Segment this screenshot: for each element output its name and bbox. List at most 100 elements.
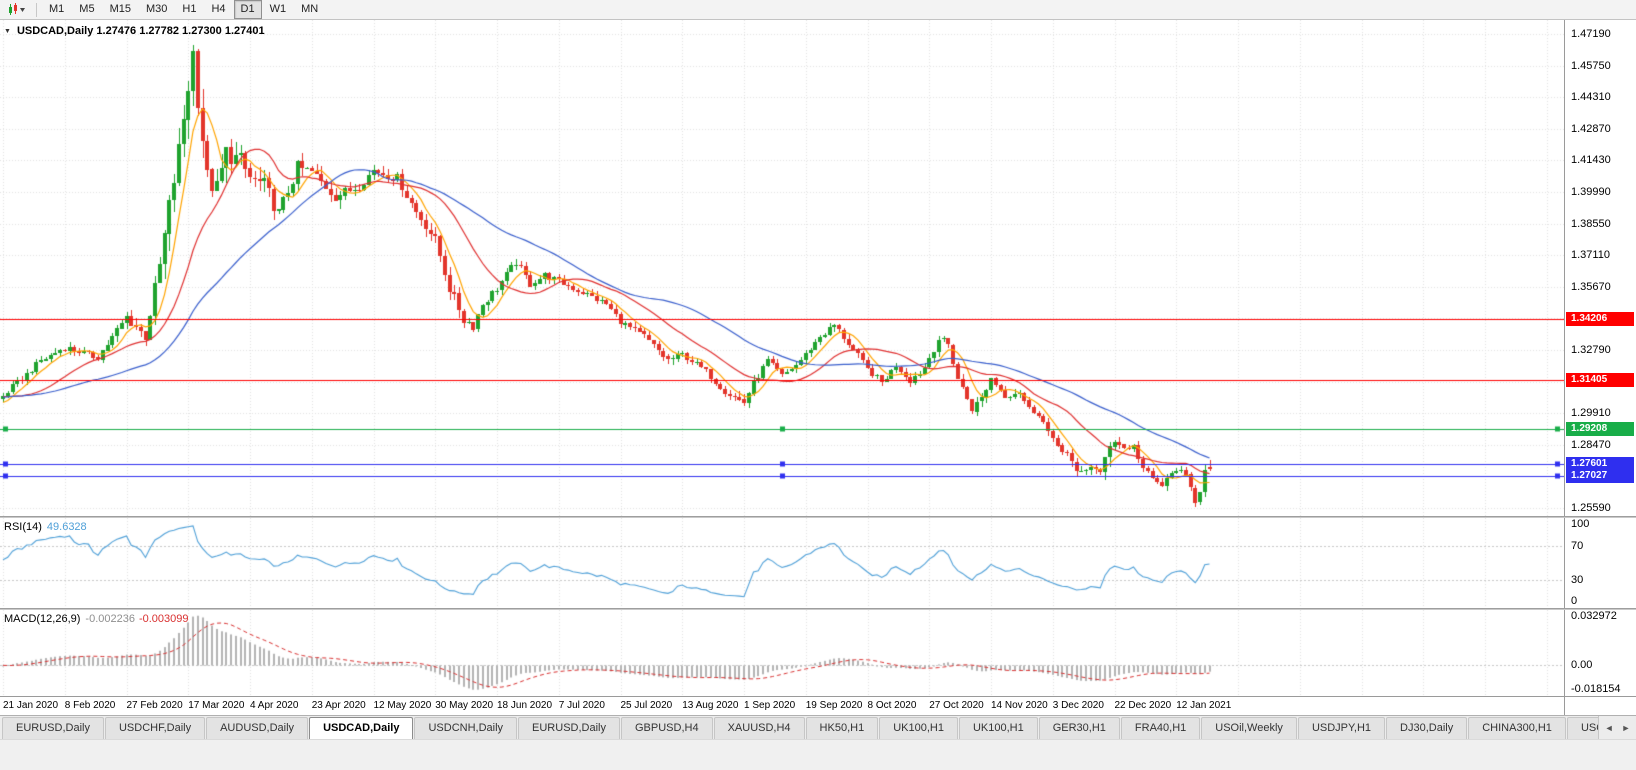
macd-chart-canvas[interactable] [0,610,1564,696]
time-axis[interactable]: 21 Jan 2020 8 Feb 2020 27 Feb 2020 17 Mar 2… [0,696,1636,715]
date-label: 1 Sep 2020 [744,700,796,711]
chart-tab-gbpusd-h4[interactable]: GBPUSD,H4 [621,717,713,739]
chart-tabbar: EURUSD,Daily USDCHF,Daily AUDUSD,Daily USDC… [0,715,1636,739]
macd-axis[interactable]: 0.032972 0.00 -0.018154 [1564,610,1636,696]
date-label: 8 Feb 2020 [64,700,116,711]
axis-label: -0.018154 [1571,683,1621,695]
date-label: 7 Jul 2020 [558,700,605,711]
symbol-ohlc-label: ▼ USDCAD,Daily 1.27476 1.27782 1.27300 1… [4,25,265,37]
axis-label: 1.39990 [1571,185,1611,198]
chart-tab-usdjpy-h1[interactable]: USDJPY,H1 [1297,717,1386,739]
axis-label: 1.29910 [1571,407,1611,420]
chart-tab-dj30-daily[interactable]: DJ30,Daily [1386,717,1468,739]
timeframe-buttons-group: M1 M5 M15 M30 H1 H4 D1 W1 MN [42,0,326,19]
tab-scroll-left-icon[interactable]: ◄ [1604,722,1614,733]
date-label: 12 May 2020 [373,700,432,711]
chart-tab-eurusd-daily[interactable]: EURUSD,Daily [2,717,104,739]
axis-label: 1.37110 [1571,249,1610,262]
chart-tab-usdcad-daily[interactable]: USDCAD,Daily [309,717,414,739]
rsi-chart-canvas[interactable] [0,518,1564,608]
chart-tab-uk100-h1[interactable]: UK100,H1 [879,717,958,739]
date-label: 13 Aug 2020 [682,700,739,711]
axis-label: 70 [1571,540,1584,553]
axis-label: 0.00 [1571,658,1593,671]
tab-scroll-arrows: ◄ ► [1598,716,1636,739]
chart-tab-usoil-weekly[interactable]: USOil,Weekly [1566,717,1598,739]
date-label: 30 May 2020 [435,700,494,711]
chart-tab-usdchf-daily[interactable]: USDCHF,Daily [104,717,206,739]
rsi-value: 49.6328 [46,521,87,533]
timeframe-button-h4[interactable]: H4 [211,3,226,15]
symbol-ohlc-text: USDCAD,Daily 1.27476 1.27782 1.27300 1.2… [16,25,265,37]
axis-label: 1.47190 [1571,28,1611,41]
axis-label: 0.032972 [1571,610,1617,622]
date-label: 17 Mar 2020 [188,700,245,711]
macd-indicator-pane: MACD(12,26,9) -0.002236 -0.003099 0.032972… [0,610,1636,696]
date-label: 25 Jul 2020 [620,700,673,711]
chart-tab-hk50-h1[interactable]: HK50,H1 [805,717,879,739]
candlestick-chart-icon [9,3,25,15]
pane-separator[interactable] [0,608,1636,610]
chart-tab-usdcnh-daily[interactable]: USDCNH,Daily [414,717,518,739]
axis-label: 30 [1571,573,1584,586]
timeframe-button-m30[interactable]: M30 [145,3,168,15]
date-label: 22 Dec 2020 [1114,700,1172,711]
chart-tab-audusd-daily[interactable]: AUDUSD,Daily [206,717,309,739]
timeframe-button-h1[interactable]: H1 [182,3,197,15]
chart-tab-usoil-weekly[interactable]: USOil,Weekly [1201,717,1297,739]
price-axis[interactable]: 1.47190 1.45750 1.44310 1.42870 1.41430 1.399… [1564,20,1636,516]
timeframe-button-mn[interactable]: MN [301,3,319,15]
rsi-axis[interactable]: 100 70 30 0 [1564,518,1636,608]
date-label: 27 Oct 2020 [929,700,984,711]
date-label: 27 Feb 2020 [126,700,183,711]
axis-label: 1.44310 [1571,91,1611,104]
date-label: 18 Jun 2020 [497,700,553,711]
one-click-collapse-icon[interactable]: ▼ [4,27,11,35]
chart-tab-eurusd-daily[interactable]: EURUSD,Daily [518,717,620,739]
timeframe-button-m15[interactable]: M15 [109,3,131,15]
axis-label: 1.35670 [1571,280,1611,293]
chart-type-dropdown[interactable] [4,1,31,18]
date-label: 14 Nov 2020 [991,700,1048,711]
date-label: 23 Apr 2020 [311,700,366,711]
macd-signal-value: -0.003099 [138,613,189,625]
date-label: 4 Apr 2020 [250,700,299,711]
chart-tab-fra40-h1[interactable]: FRA40,H1 [1120,717,1201,739]
timeframe-button-d1[interactable]: D1 [233,0,262,19]
price-level-tag[interactable]: 1.34206 [1566,311,1634,326]
timeframe-button-m5[interactable]: M5 [79,3,95,15]
chart-tab-uk100-h1[interactable]: UK100,H1 [958,717,1038,739]
timeframe-button-w1[interactable]: W1 [269,3,287,15]
price-chart-canvas[interactable] [0,20,1564,516]
macd-name: MACD(12,26,9) [4,613,81,625]
rsi-name: RSI(14) [4,521,42,533]
axis-corner [1564,697,1636,715]
price-level-tag[interactable]: 1.27027 [1566,469,1634,484]
timeframe-button-m1[interactable]: M1 [49,3,65,15]
axis-label: 1.41430 [1571,154,1611,167]
date-label: 12 Jan 2021 [1176,700,1232,711]
status-bar [0,739,1636,770]
axis-label: 100 [1571,518,1590,530]
dropdown-caret-icon [20,8,25,12]
axis-label: 1.32790 [1571,343,1611,356]
axis-label: 1.38550 [1571,217,1611,230]
date-label: 21 Jan 2020 [3,700,59,711]
main-price-pane: ▼ USDCAD,Daily 1.27476 1.27782 1.27300 1… [0,20,1636,516]
price-level-tag[interactable]: 1.29208 [1566,421,1634,436]
axis-label: 1.45750 [1571,59,1611,72]
rsi-indicator-pane: RSI(14) 49.6328 100 70 30 0 [0,518,1636,608]
chart-tab-xauusd-h4[interactable]: XAUUSD,H4 [713,717,805,739]
price-level-tag[interactable]: 1.27601 [1566,456,1634,471]
price-level-tag[interactable]: 1.31405 [1566,373,1634,388]
pane-separator[interactable] [0,516,1636,518]
tab-scroll-right-icon[interactable]: ► [1621,722,1631,733]
date-label: 19 Sep 2020 [805,700,863,711]
chart-tab-china300-h1[interactable]: CHINA300,H1 [1468,717,1566,739]
toolbar-separator [36,2,37,17]
chart-window: ▼ USDCAD,Daily 1.27476 1.27782 1.27300 1… [0,20,1636,715]
date-label: 8 Oct 2020 [867,700,917,711]
chart-tab-ger30-h1[interactable]: GER30,H1 [1038,717,1120,739]
axis-label: 1.25590 [1571,501,1611,514]
